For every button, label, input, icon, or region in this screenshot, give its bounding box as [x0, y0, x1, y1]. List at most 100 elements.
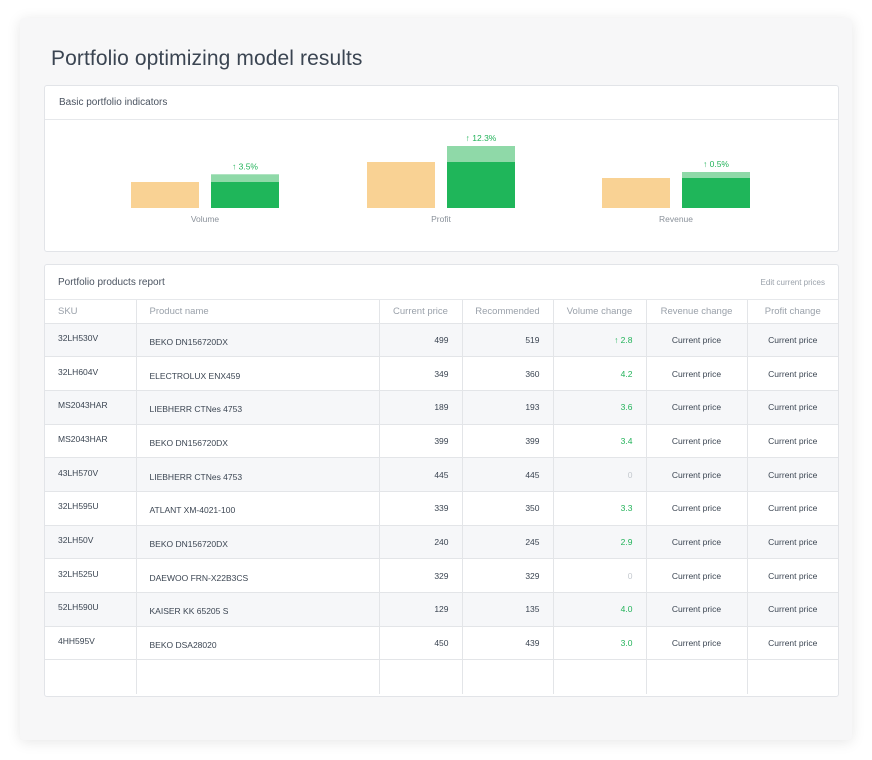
product-name-text: KAISER KK 65205 S: [149, 606, 229, 617]
cell-recommended: 439: [462, 626, 554, 661]
column-header-revenue-change[interactable]: Revenue change: [646, 300, 748, 324]
table-row[interactable]: 32LH595U ATLANT XM-4021-100 339 350 3.3 Curre…: [45, 491, 838, 526]
column-header-product-name[interactable]: Product name: [136, 300, 380, 324]
cell-revenue-change: Current price: [646, 457, 748, 492]
cell-sku: 32LH604V: [45, 356, 137, 391]
indicators-title: Basic portfolio indicators: [59, 97, 168, 108]
column-header-sku[interactable]: SKU: [45, 300, 137, 324]
volume-increase-bar: [211, 174, 279, 182]
sku-text: 32LH595U: [58, 501, 99, 512]
cell-product-name: BEKO DN156720DX: [136, 323, 380, 358]
cell-current-price: 240: [379, 525, 463, 560]
cell-revenue-change: Current price: [646, 626, 748, 661]
cell-revenue-change: Current price: [646, 558, 748, 593]
profit-increase-bar: [447, 146, 515, 162]
table-row[interactable]: MS2043HAR LIEBHERR CTNes 4753 189 193 3.6 Cur…: [45, 390, 838, 425]
sku-text: 32LH530V: [58, 332, 99, 343]
revenue-change-label: ↑ 0.5%: [703, 159, 729, 169]
cell-volume-change: 3.4: [553, 424, 647, 459]
cell-product-name: ELECTROLUX ENX459: [136, 356, 380, 391]
sku-text: 32LH604V: [58, 366, 99, 377]
cell-sku: 32LH525U: [45, 558, 137, 593]
cell-revenue-change: Current price: [646, 323, 748, 358]
cell-revenue-change: Current price: [646, 390, 748, 425]
revenue-recommended-bar: [682, 178, 750, 208]
cell-profit-change: Current price: [747, 558, 838, 593]
products-report-card: Portfolio products report Edit current p…: [44, 264, 839, 697]
cell-sku: 4HH595V: [45, 626, 137, 661]
cell-recommended: 445: [462, 457, 554, 492]
cell-volume-change: ↑ 2.8: [553, 323, 647, 358]
cell-volume-change: 0: [553, 457, 647, 492]
column-header-volume-change[interactable]: Volume change: [553, 300, 647, 324]
column-header-profit-change[interactable]: Profit change: [747, 300, 838, 324]
report-header: Portfolio products report Edit current p…: [45, 265, 838, 300]
products-table: SKU Product name Current price Recommend…: [45, 300, 838, 694]
cell-sku: 32LH50V: [45, 525, 137, 560]
column-header-recommended[interactable]: Recommended: [462, 300, 554, 324]
table-row[interactable]: 52LH590U KAISER KK 65205 S 129 135 4.0 Curren…: [45, 592, 838, 627]
indicators-header: Basic portfolio indicators: [45, 86, 838, 120]
cell-product-name: LIEBHERR CTNes 4753: [136, 390, 380, 425]
cell-product-name: DAEWOO FRN-X22B3CS: [136, 558, 380, 593]
cell-recommended: 360: [462, 356, 554, 391]
table-row[interactable]: 32LH530V BEKO DN156720DX 499 519 ↑ 2.8 Curren…: [45, 323, 838, 358]
product-name-text: DAEWOO FRN-X22B3CS: [149, 572, 249, 583]
revenue-axis-label: Revenue: [659, 214, 693, 224]
cell-profit-change: Current price: [747, 491, 838, 526]
cell-profit-change: Current price: [747, 424, 838, 459]
cell-volume-change: 3.0: [553, 626, 647, 661]
cell-current-price: 189: [379, 390, 463, 425]
cell-profit-change: Current price: [747, 592, 838, 627]
indicators-chart: ↑ 3.5% Volume ↑ 12.3% Profit ↑ 0.5% Revenue: [45, 120, 838, 252]
column-header-current-price[interactable]: Current price: [379, 300, 463, 324]
cell-recommended: 399: [462, 424, 554, 459]
cell-current-price: 499: [379, 323, 463, 358]
cell-recommended: 193: [462, 390, 554, 425]
cell-profit-change: Current price: [747, 457, 838, 492]
cell-sku: 43LH570V: [45, 457, 137, 492]
volume-change-label: ↑ 3.5%: [232, 161, 258, 171]
table-header-row: SKU Product name Current price Recommend…: [45, 300, 838, 324]
table-row[interactable]: 32LH604V ELECTROLUX ENX459 349 360 4.2 Curren…: [45, 356, 838, 391]
table-row[interactable]: 43LH570V LIEBHERR CTNes 4753 445 445 0 Curren…: [45, 457, 838, 492]
cell-current-price: 445: [379, 457, 463, 492]
cell-recommended: 245: [462, 525, 554, 560]
sku-text: MS2043HAR: [58, 433, 108, 444]
table-row[interactable]: 32LH50V BEKO DN156720DX 240 245 2.9 Current p…: [45, 525, 838, 560]
volume-recommended-bar: [211, 182, 279, 208]
table-row[interactable]: 32LH525U DAEWOO FRN-X22B3CS 329 329 0 Current…: [45, 558, 838, 593]
profit-current-bar: [367, 162, 435, 208]
table-row[interactable]: MS2043HAR BEKO DN156720DX 399 399 3.4 Current…: [45, 424, 838, 459]
cell-revenue-change: Current price: [646, 356, 748, 391]
cell-sku: 32LH595U: [45, 491, 137, 526]
cell-volume-change: 2.9: [553, 525, 647, 560]
report-title: Portfolio products report: [58, 276, 165, 288]
edit-current-prices-link[interactable]: Edit current prices: [760, 277, 825, 287]
cell-volume-change: 4.0: [553, 592, 647, 627]
cell-volume-change: 3.3: [553, 491, 647, 526]
cell-volume-change: 0: [553, 558, 647, 593]
volume-axis-label: Volume: [191, 214, 220, 224]
table-empty-row: [45, 659, 838, 694]
basic-indicators-card: Basic portfolio indicators ↑ 3.5% Volume ↑…: [44, 85, 839, 252]
cell-volume-change: 4.2: [553, 356, 647, 391]
cell-profit-change: Current price: [747, 626, 838, 661]
product-name-text: BEKO DSA28020: [149, 640, 217, 651]
product-name-text: ELECTROLUX ENX459: [149, 370, 241, 381]
cell-recommended: 329: [462, 558, 554, 593]
profit-change-label: ↑ 12.3%: [466, 133, 497, 143]
app-window: Portfolio optimizing model results Basic…: [20, 18, 852, 740]
cell-sku: MS2043HAR: [45, 390, 137, 425]
cell-profit-change: Current price: [747, 525, 838, 560]
product-name-text: LIEBHERR CTNes 4753: [149, 404, 243, 415]
sku-text: 32LH50V: [58, 534, 94, 545]
volume-current-bar: [131, 182, 199, 208]
cell-recommended: 519: [462, 323, 554, 358]
revenue-increase-bar: [682, 172, 750, 178]
cell-product-name: KAISER KK 65205 S: [136, 592, 380, 627]
cell-revenue-change: Current price: [646, 424, 748, 459]
cell-current-price: 450: [379, 626, 463, 661]
sku-text: 4HH595V: [58, 636, 95, 647]
table-row[interactable]: 4HH595V BEKO DSA28020 450 439 3.0 Current pri…: [45, 626, 838, 661]
